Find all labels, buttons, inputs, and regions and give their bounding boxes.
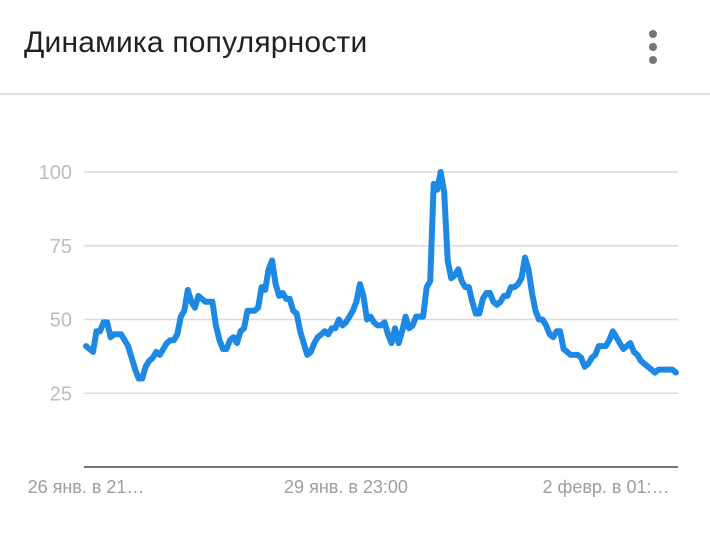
x-tick-label: 29 янв. в 23:00 — [284, 477, 408, 497]
y-tick-label: 25 — [50, 383, 72, 405]
x-tick-label: 26 янв. в 21… — [28, 477, 145, 497]
x-tick-label: 2 февр. в 01:… — [543, 477, 670, 497]
y-tick-label: 50 — [50, 310, 72, 332]
card-title: Динамика популярности — [24, 26, 368, 59]
menu-dot — [649, 43, 657, 51]
card-header: Динамика популярности — [0, 0, 710, 95]
y-tick-label: 100 — [39, 162, 72, 184]
x-axis-ticks: 26 янв. в 21… 29 янв. в 23:00 2 февр. в 01… — [28, 477, 670, 497]
menu-dot — [649, 30, 657, 38]
y-axis-ticks: 100 75 50 25 — [39, 162, 72, 405]
more-vert-icon[interactable] — [632, 26, 674, 68]
interest-series-line — [83, 169, 679, 382]
menu-dot — [649, 56, 657, 64]
y-tick-label: 75 — [50, 236, 72, 258]
trend-chart: 100 75 50 25 26 янв. в 21… 29 янв. в 23:00 2 … — [28, 162, 679, 497]
